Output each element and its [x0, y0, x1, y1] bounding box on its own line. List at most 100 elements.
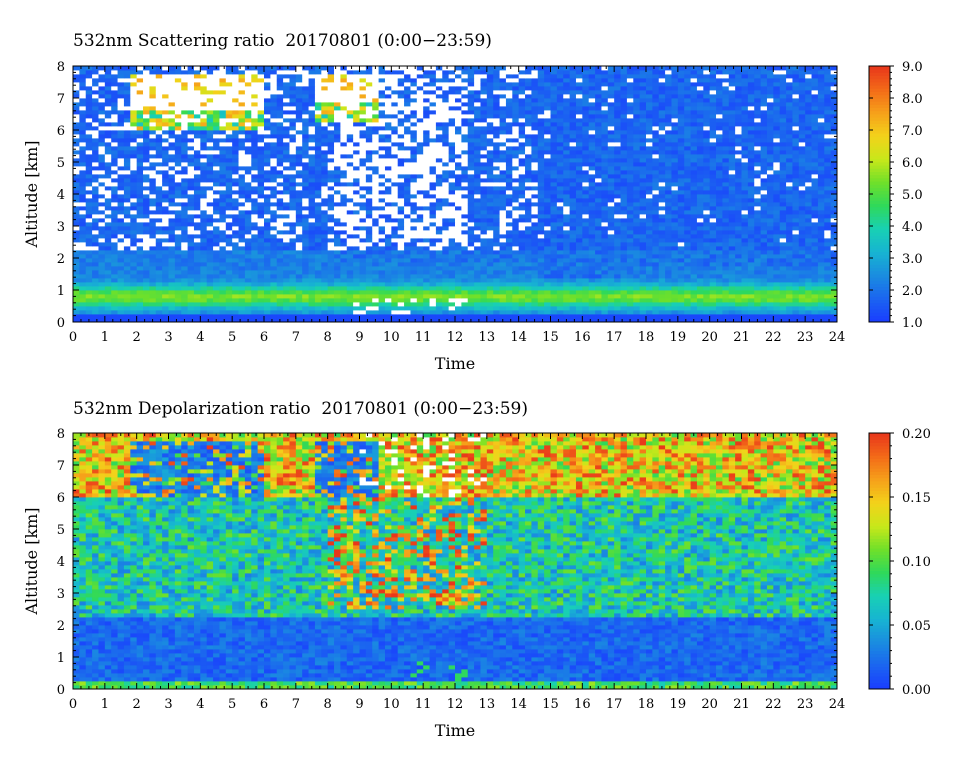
heatmap-cell — [435, 186, 443, 191]
heatmap-cell — [143, 206, 150, 211]
heatmap-cell — [238, 294, 246, 299]
heatmap-cell — [830, 158, 838, 163]
heatmap-cell — [111, 178, 118, 183]
heatmap-cell — [677, 266, 685, 271]
heatmap-cell — [582, 234, 590, 239]
heatmap-cell — [423, 198, 430, 203]
heatmap-cell — [505, 254, 513, 259]
heatmap-cell — [620, 282, 628, 287]
heatmap-cell — [302, 290, 309, 295]
heatmap-cell — [302, 310, 309, 315]
heatmap-cell — [817, 206, 825, 211]
heatmap-cell — [251, 174, 259, 179]
heatmap-cell — [550, 318, 558, 323]
heatmap-cell — [830, 218, 838, 223]
heatmap-cell — [690, 302, 698, 307]
heatmap-cell — [760, 194, 768, 199]
heatmap-cell — [773, 206, 781, 211]
heatmap-cell — [92, 198, 99, 203]
heatmap-cell — [365, 226, 373, 231]
heatmap-cell — [213, 174, 220, 179]
heatmap-cell — [340, 194, 348, 199]
heatmap-cell — [811, 238, 819, 243]
heatmap-cell — [378, 262, 386, 267]
heatmap-cell — [448, 202, 456, 207]
heatmap-cell — [499, 282, 507, 287]
heatmap-cell — [658, 206, 666, 211]
heatmap-cell — [283, 286, 290, 291]
heatmap-cell — [798, 194, 806, 199]
heatmap-cell — [391, 310, 399, 315]
heatmap-cell — [588, 198, 596, 203]
heatmap-cell — [684, 182, 691, 187]
heatmap-cell — [187, 250, 195, 255]
heatmap-cell — [684, 282, 691, 287]
heatmap-cell — [404, 214, 411, 219]
heatmap-cell — [486, 242, 494, 247]
heatmap-cell — [582, 294, 590, 299]
heatmap-cell — [665, 218, 672, 223]
heatmap-cell — [544, 230, 551, 235]
heatmap-cell — [512, 254, 520, 259]
heatmap-cell — [73, 162, 80, 167]
heatmap-cell — [289, 302, 297, 307]
heatmap-cell — [213, 274, 220, 279]
heatmap-cell — [665, 214, 672, 219]
heatmap-cell — [365, 174, 373, 179]
heatmap-cell — [130, 274, 138, 279]
heatmap-cell — [569, 318, 577, 323]
heatmap-cell — [442, 154, 450, 159]
heatmap-cell — [779, 190, 787, 195]
heatmap-cell — [117, 154, 125, 159]
heatmap-cell — [811, 302, 819, 307]
heatmap-cell — [830, 270, 838, 275]
heatmap-cell — [607, 310, 615, 315]
heatmap-cell — [486, 258, 494, 263]
heatmap-cell — [232, 262, 239, 267]
heatmap-cell — [136, 294, 144, 299]
heatmap-cell — [391, 258, 399, 263]
heatmap-cell — [264, 278, 271, 283]
heatmap-cell — [391, 222, 399, 227]
heatmap-cell — [174, 314, 182, 319]
heatmap-cell — [779, 226, 787, 231]
heatmap-cell — [652, 302, 660, 307]
heatmap-cell — [690, 178, 698, 183]
heatmap-cell — [104, 242, 112, 247]
heatmap-cell — [773, 158, 781, 163]
heatmap-cell — [550, 286, 558, 291]
heatmap-cell — [283, 306, 290, 311]
heatmap-cell — [327, 302, 335, 307]
heatmap-cell — [143, 282, 150, 287]
heatmap-cell — [206, 198, 214, 203]
heatmap-cell — [155, 246, 163, 251]
heatmap-cell — [696, 230, 704, 235]
heatmap-cell — [143, 262, 150, 267]
heatmap-cell — [626, 186, 634, 191]
heatmap-cell — [766, 274, 774, 279]
heatmap-cell — [798, 282, 806, 287]
heatmap-cell — [798, 218, 806, 223]
heatmap-cell — [213, 310, 220, 315]
heatmap-cell — [308, 314, 316, 319]
heatmap-cell — [709, 278, 717, 283]
heatmap-cell — [786, 286, 793, 291]
heatmap-cell — [136, 154, 144, 159]
heatmap-cell — [760, 282, 768, 287]
heatmap-cell — [722, 198, 730, 203]
heatmap-cell — [601, 186, 609, 191]
heatmap-cell — [754, 162, 761, 167]
heatmap-cell — [493, 186, 500, 191]
heatmap-cell — [633, 218, 641, 223]
heatmap-cell — [238, 238, 246, 243]
heatmap-cell — [798, 302, 806, 307]
heatmap-cell — [817, 238, 825, 243]
heatmap-cell — [232, 274, 239, 279]
heatmap-cell — [544, 310, 551, 315]
heatmap-cell — [92, 202, 99, 207]
heatmap-cell — [461, 302, 469, 307]
heatmap-cell — [805, 162, 812, 167]
heatmap-cell — [257, 314, 265, 319]
heatmap-cell — [531, 278, 539, 283]
heatmap-cell — [512, 190, 520, 195]
